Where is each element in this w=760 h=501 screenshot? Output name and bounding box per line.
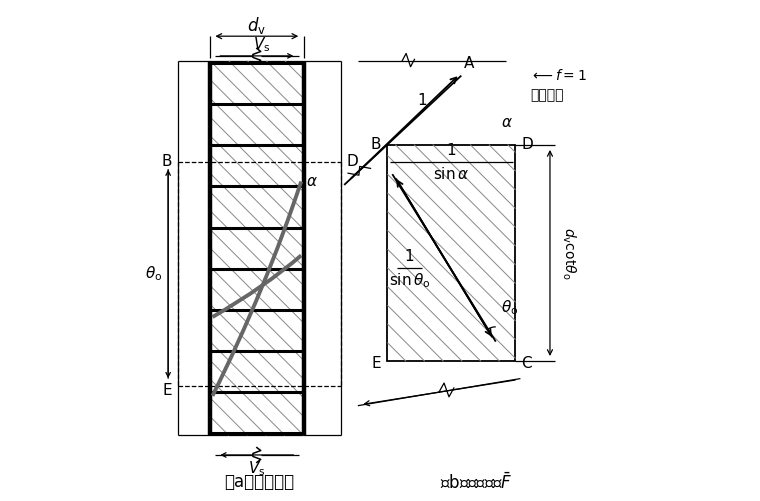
Text: A: A: [464, 56, 474, 71]
Text: $\longleftarrow f=1$: $\longleftarrow f=1$: [530, 68, 587, 83]
Text: $V_{\rm s}$: $V_{\rm s}$: [253, 36, 271, 55]
Text: C: C: [521, 356, 532, 371]
Bar: [210, 61, 304, 435]
Text: 积分区域: 积分区域: [530, 88, 564, 102]
Text: $d_{\rm v}$: $d_{\rm v}$: [247, 15, 266, 36]
Bar: [388, 145, 515, 361]
Text: B: B: [371, 137, 382, 152]
Text: $d_{\rm v}{\rm cot}\theta_{\rm o}$: $d_{\rm v}{\rm cot}\theta_{\rm o}$: [560, 227, 578, 279]
Text: $\alpha$: $\alpha$: [501, 115, 512, 130]
Text: E: E: [163, 383, 172, 398]
Text: $\alpha$: $\alpha$: [306, 174, 318, 189]
Text: $\theta_{\rm o}$: $\theta_{\rm o}$: [501, 298, 518, 317]
Text: 1: 1: [447, 143, 456, 158]
Text: $V_{\rm s}$: $V_{\rm s}$: [248, 459, 265, 478]
Text: E: E: [372, 356, 382, 371]
Text: 1: 1: [417, 93, 426, 108]
Text: D: D: [347, 154, 358, 169]
Text: B: B: [162, 154, 172, 169]
Text: 1: 1: [405, 249, 414, 265]
Text: （a）桁架模型: （a）桁架模型: [224, 473, 294, 491]
Text: $\theta_{\rm o}$: $\theta_{\rm o}$: [145, 265, 162, 283]
Text: $\sin\theta_{\rm o}$: $\sin\theta_{\rm o}$: [388, 271, 430, 290]
Text: D: D: [521, 137, 534, 152]
Text: （b）杆件内力$\bar{F}$: （b）杆件内力$\bar{F}$: [440, 472, 512, 492]
Text: $\sin\alpha$: $\sin\alpha$: [433, 166, 470, 182]
